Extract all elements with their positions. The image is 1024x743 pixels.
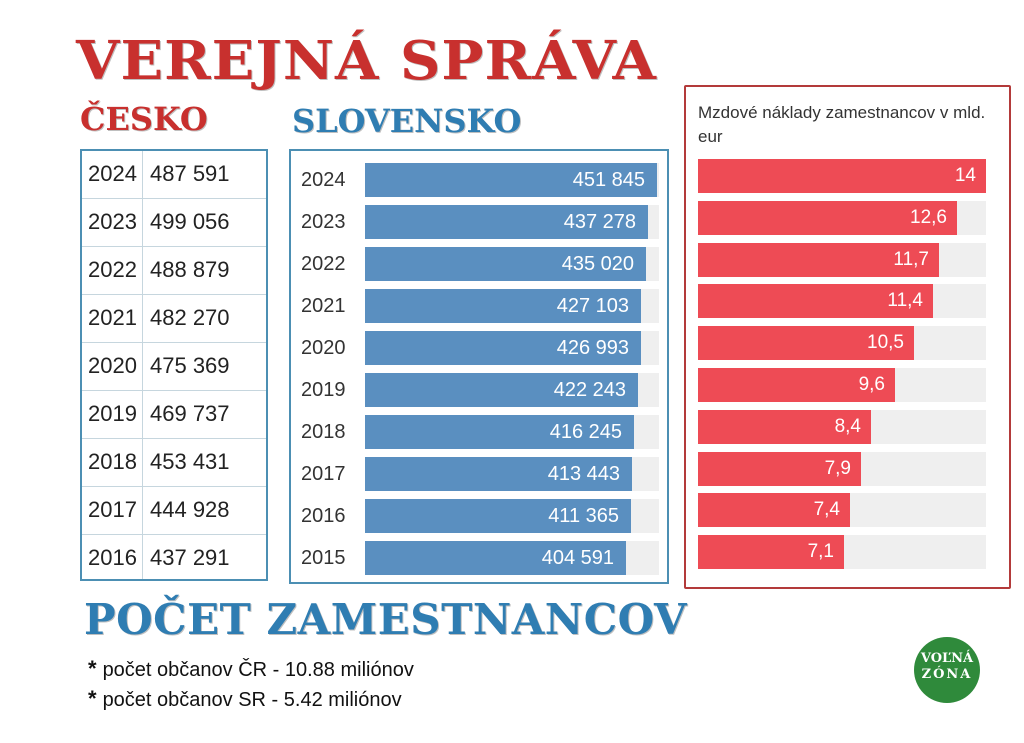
czech-section-title: ČESKO [80,100,208,138]
bar [698,451,861,486]
table-cell-value: 453 431 [150,449,230,474]
table-cell-value: 499 056 [150,209,230,234]
page-title: VEREJNÁ SPRÁVA [76,29,657,93]
czech-employee-table: 2024 487 591 2023 499 056 2022 488 879 2021 482… [80,149,268,581]
bar-category-label: 2020 [301,337,346,359]
wage-costs-bar-chart: Mzdové náklady zamestnancov v mld. eur 1… [684,85,1011,589]
table-cell-value: 437 291 [150,545,230,570]
bar [698,326,914,361]
bar-value-label: 11,7 [893,248,929,270]
table-cell-value: 482 270 [150,305,230,330]
slovak-employee-bar-chart: 2024 451 845 2023 437 278 2022 435 020 2021 427… [289,149,669,584]
logo-text-line2: ZÓNA [921,667,973,682]
bar-value-label: 413 443 [547,463,620,485]
bar-value-label: 411 365 [548,505,619,527]
employee-count-title: POČET ZAMESTNANCOV [84,595,688,644]
bar-value-label: 7,9 [824,457,851,479]
table-cell-year: 2024 [88,161,137,186]
volna-zona-logo: VOĽNÁ ZÓNA [914,637,980,703]
bar-value-label: 451 845 [572,169,645,191]
bar [365,499,631,533]
bar-value-label: 7,4 [813,499,840,521]
bar-value-label: 437 278 [563,211,636,233]
bar-value-label: 427 103 [556,295,629,317]
footnote-star: * [88,656,97,681]
table-row: 2024 487 591 [82,151,266,199]
table-row: 2020 475 369 [82,343,266,391]
bar [698,242,939,277]
bar-category-label: 2017 [301,463,346,485]
table-row: 2016 437 291 [82,535,266,583]
bar [365,247,646,281]
table-cell-year: 2016 [88,545,137,570]
bar-value-label: 14 [954,165,976,186]
table-row: 2017 444 928 [82,487,266,535]
bar [365,289,641,323]
table-row: 2022 488 879 [82,247,266,295]
bar-category-label: 2022 [301,253,346,275]
footnote-czech-population: * počet občanov ČR - 10.88 miliónov [88,656,414,682]
bar [698,493,850,528]
bar [365,163,657,197]
table-column-divider [142,151,143,579]
table-cell-value: 475 369 [150,353,230,378]
table-cell-value: 444 928 [150,497,230,522]
bar [698,535,844,570]
table-cell-year: 2017 [88,497,137,522]
table-cell-value: 487 591 [150,161,230,186]
table-cell-year: 2020 [88,353,137,378]
table-row: 2019 469 737 [82,391,266,439]
bar-value-label: 9,6 [858,374,885,395]
bar [365,331,641,365]
bar-value-label: 426 993 [556,337,629,359]
bar-category-label: 2024 [301,169,346,191]
table-cell-year: 2021 [88,305,137,330]
table-cell-year: 2019 [88,401,137,426]
bar-category-label: 2023 [301,211,346,233]
bar-category-label: 2019 [301,379,346,401]
bar-value-label: 10,5 [867,332,904,354]
bar-value-label: 422 243 [553,379,626,401]
bar-value-label: 404 591 [541,547,614,569]
footnote-star: * [88,686,97,711]
table-cell-year: 2018 [88,449,137,474]
table-cell-value: 469 737 [150,401,230,426]
bar-value-label: 11,4 [887,290,923,312]
bar [365,373,638,407]
bar-value-label: 12,6 [910,206,947,228]
bar [365,457,632,491]
bar-category-label: 2015 [301,547,346,569]
logo-text-line1: VOĽNÁ [920,651,974,666]
bar-category-label: 2021 [301,295,346,317]
bar-category-label: 2016 [301,505,346,527]
table-cell-year: 2023 [88,209,137,234]
bar [698,284,933,319]
bar [365,205,648,239]
slovak-section-title: SLOVENSKO [292,102,522,140]
table-row: 2021 482 270 [82,295,266,343]
bar [698,159,986,193]
table-row: 2023 499 056 [82,199,266,247]
bar-value-label: 8,4 [834,415,861,437]
table-row: 2018 453 431 [82,439,266,487]
footnote-text: počet občanov ČR - 10.88 miliónov [102,659,414,681]
bar-value-label: 7,1 [807,541,834,563]
table-cell-year: 2022 [88,257,137,282]
wage-chart-title: Mzdové náklady zamestnancov v mld. eur [698,103,986,146]
bar [365,415,634,449]
bar-value-label: 416 245 [549,421,622,443]
bar-value-label: 435 020 [561,253,634,275]
bar [698,368,895,402]
bar [698,409,871,444]
footnote-text: počet občanov SR - 5.42 miliónov [102,689,402,711]
bar [698,200,957,235]
bar [365,541,626,575]
bar-category-label: 2018 [301,421,346,443]
footnote-slovak-population: * počet občanov SR - 5.42 miliónov [88,686,402,712]
table-cell-value: 488 879 [150,257,230,282]
